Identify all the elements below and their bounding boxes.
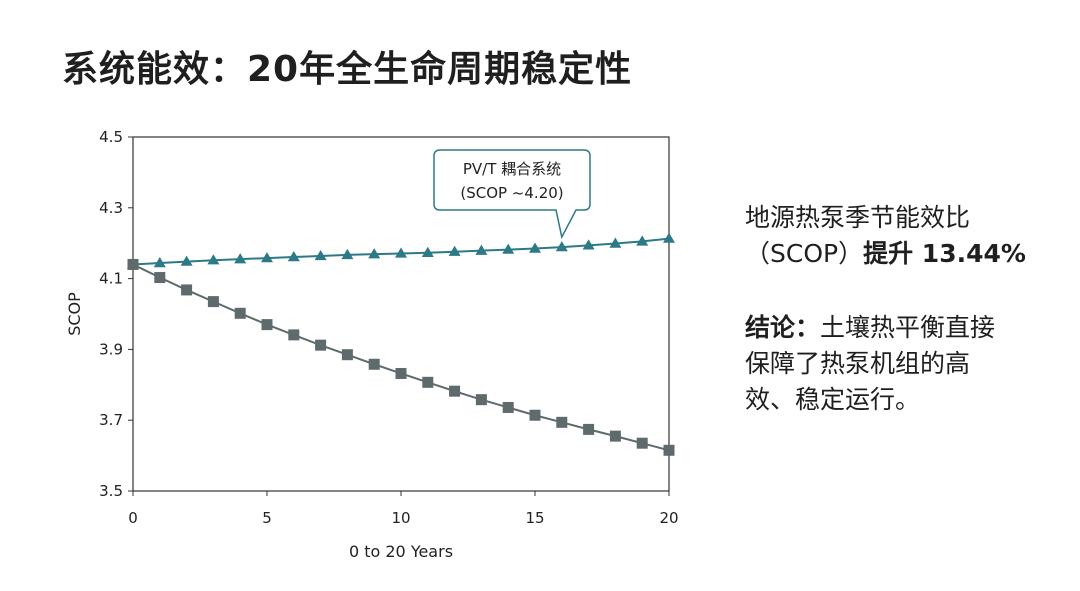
pvt-point — [448, 245, 461, 256]
pvt-point — [421, 246, 434, 257]
y-axis-label: SCOP — [65, 292, 84, 336]
pvt-point — [180, 255, 193, 266]
y-tick-label: 4.5 — [99, 128, 123, 146]
scop-line-chart: 3.5 3.7 3.9 4.1 4.3 4.5 0 5 10 15 20 0 to 20 Years S… — [65, 128, 679, 561]
conclusion-label: 结论： — [745, 313, 821, 342]
pvt-point — [368, 248, 381, 259]
baseline-point — [449, 385, 461, 397]
scop-summary: 地源热泵季节能效比 （SCOP）提升 13.44% — [745, 200, 1055, 272]
pvt-point — [502, 243, 515, 254]
y-tick-label: 4.3 — [99, 199, 123, 217]
baseline-point — [154, 272, 166, 284]
pvt-point — [287, 251, 300, 262]
y-tick-label: 3.5 — [99, 482, 123, 500]
baseline-point — [502, 401, 514, 413]
summary-line-2: （SCOP）提升 13.44% — [745, 236, 1055, 272]
pvt-point — [609, 237, 622, 248]
baseline-point — [529, 409, 541, 421]
pvt-point — [314, 249, 327, 261]
baseline-point — [341, 349, 353, 361]
y-tick-label: 4.1 — [99, 270, 123, 288]
summary-improvement: 提升 13.44% — [863, 239, 1026, 268]
baseline-point — [315, 339, 327, 351]
conclusion-block: 结论：土壤热平衡直接 保障了热泵机组的高 效、稳定运行。 — [745, 310, 1055, 418]
pvt-point — [475, 244, 488, 255]
x-tick-label: 0 — [128, 509, 138, 527]
page-title: 系统能效：20年全生命周期稳定性 — [62, 49, 633, 90]
x-tick-label: 15 — [525, 509, 544, 527]
pvt-point — [582, 239, 595, 250]
conclusion-text-1: 土壤热平衡直接 — [820, 313, 996, 342]
summary-line-1: 地源热泵季节能效比 — [745, 203, 971, 232]
pvt-point — [555, 241, 568, 252]
annotation-line-2: (SCOP ~4.20) — [460, 184, 563, 202]
baseline-point — [556, 416, 568, 428]
pvt-point — [529, 242, 541, 253]
pvt-point — [261, 252, 273, 263]
baseline-point — [475, 394, 487, 406]
baseline-point — [422, 376, 434, 388]
x-tick-label: 5 — [262, 509, 272, 527]
annotation-line-1: PV/T 耦合系统 — [463, 160, 561, 178]
pvt-point — [153, 257, 166, 268]
pvt-point — [636, 235, 649, 246]
y-tick-label: 3.7 — [99, 411, 123, 429]
annotation-callout — [433, 149, 591, 240]
baseline-point — [207, 296, 219, 308]
conclusion-line-2: 保障了热泵机组的高 — [745, 349, 971, 378]
baseline-point — [663, 444, 675, 456]
baseline-point — [583, 423, 595, 435]
pvt-point — [663, 232, 675, 243]
baseline-point — [181, 284, 193, 296]
baseline-point — [609, 430, 621, 442]
baseline-point — [368, 358, 380, 370]
baseline-point — [261, 319, 273, 331]
series-line-baseline — [132, 263, 670, 452]
conclusion-line-1: 结论：土壤热平衡直接 — [745, 310, 1055, 346]
x-tick-label: 20 — [659, 509, 678, 527]
y-tick-label: 3.9 — [99, 340, 123, 358]
x-axis-label: 0 to 20 Years — [349, 542, 453, 561]
baseline-point — [395, 367, 407, 379]
pvt-point — [395, 247, 407, 258]
pvt-point — [341, 248, 354, 260]
baseline-point — [288, 329, 300, 341]
baseline-point — [127, 258, 139, 270]
conclusion-line-3: 效、稳定运行。 — [745, 385, 921, 414]
baseline-point — [234, 307, 246, 319]
pvt-point — [207, 254, 220, 265]
summary-scop-label: （SCOP） — [745, 239, 864, 268]
x-tick-label: 10 — [391, 509, 410, 527]
baseline-point — [636, 437, 648, 449]
pvt-point — [234, 253, 247, 264]
